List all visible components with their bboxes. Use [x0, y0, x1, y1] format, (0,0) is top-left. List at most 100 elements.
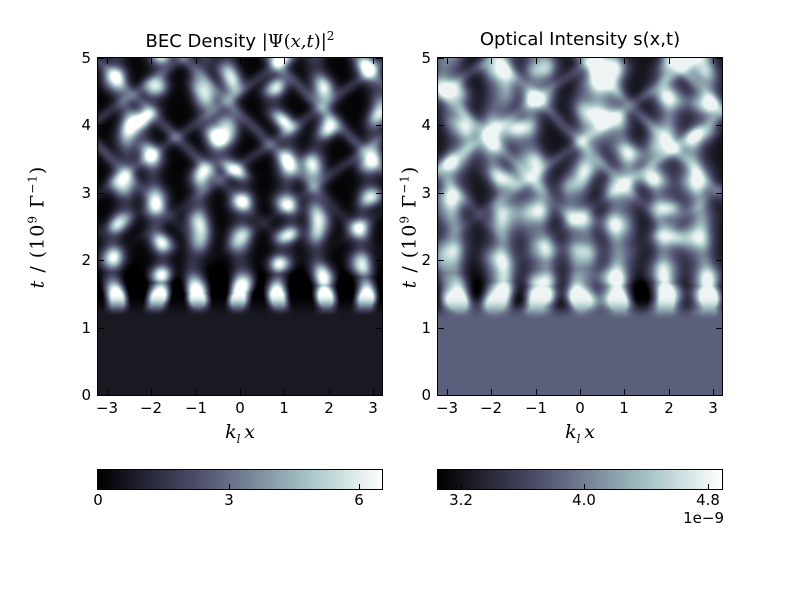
bec-density-heatmap-canvas	[98, 58, 382, 395]
x-tick	[536, 58, 537, 64]
y-tick	[376, 193, 382, 194]
x-tick	[329, 58, 330, 64]
y-tick	[438, 193, 444, 194]
y-tick-label: 3	[81, 184, 91, 202]
ylabel-text: / (10	[26, 223, 49, 280]
colorbar-bec-density	[97, 469, 383, 490]
colorbar-tick-label: 0	[93, 491, 103, 509]
y-tick	[716, 58, 722, 59]
xlabel-subscript: l	[236, 431, 241, 446]
y-tick	[98, 328, 104, 329]
ylabel-exponent: 9	[25, 215, 40, 224]
y-tick	[376, 395, 382, 396]
colorbar-tick	[229, 484, 230, 489]
colorbar-tick	[584, 484, 585, 489]
y-tick	[376, 125, 382, 126]
colorbar-optical-canvas	[438, 470, 722, 489]
heatmap-bec-density	[97, 57, 383, 396]
x-tick	[624, 58, 625, 64]
xlabel-x: x	[244, 421, 255, 443]
y-tick	[438, 58, 444, 59]
y-tick-label: 1	[421, 319, 431, 337]
y-tick	[98, 193, 104, 194]
y-tick	[716, 395, 722, 396]
x-tick-label: 1	[619, 399, 629, 417]
x-axis-label-right: kl x	[437, 421, 723, 446]
colorbar-bec-canvas	[98, 470, 382, 489]
x-tick	[329, 389, 330, 395]
y-tick	[376, 260, 382, 261]
x-tick-label: 0	[575, 399, 585, 417]
x-tick-label: 3	[708, 399, 718, 417]
y-tick-label: 1	[81, 319, 91, 337]
ylabel-gamma: Γ	[398, 193, 421, 215]
y-tick	[716, 260, 722, 261]
x-tick	[536, 389, 537, 395]
x-tick	[669, 389, 670, 395]
y-tick	[438, 328, 444, 329]
x-tick	[373, 58, 374, 64]
xlabel-subscript: l	[576, 431, 581, 446]
y-tick-label: 2	[421, 251, 431, 269]
xlabel-k: k	[225, 421, 237, 443]
y-tick-label: 4	[81, 116, 91, 134]
title-math: )|	[313, 31, 327, 52]
title-text: Optical Intensity s(x,t)	[479, 29, 681, 50]
colorbar-optical-intensity	[437, 469, 723, 490]
y-tick	[716, 328, 722, 329]
y-axis-label-right: t / (109 Γ−1)	[397, 166, 420, 289]
ylabel-text: / (10	[398, 223, 421, 280]
colorbar-offset-label: 1e−9	[683, 509, 724, 527]
x-tick	[669, 58, 670, 64]
ylabel-exponent: −1	[397, 174, 412, 194]
x-tick-label: 2	[664, 399, 674, 417]
x-tick	[580, 389, 581, 395]
x-tick	[284, 389, 285, 395]
x-axis-label-left: kl x	[97, 421, 383, 446]
x-tick-label: 2	[324, 399, 334, 417]
y-tick	[98, 395, 104, 396]
x-tick	[240, 58, 241, 64]
x-tick	[491, 389, 492, 395]
title-text: BEC Density	[145, 31, 262, 52]
x-tick-label: −3	[435, 399, 459, 417]
y-tick-label: 2	[81, 251, 91, 269]
y-tick-label: 0	[421, 386, 431, 404]
y-tick	[376, 328, 382, 329]
y-axis-label-left: t / (109 Γ−1)	[25, 166, 48, 289]
y-tick	[376, 58, 382, 59]
y-tick	[438, 395, 444, 396]
y-tick-label: 5	[81, 49, 91, 67]
colorbar-tick-label: 6	[354, 491, 364, 509]
x-tick	[107, 58, 108, 64]
heatmap-optical-intensity	[437, 57, 723, 396]
colorbar-tick	[359, 484, 360, 489]
title-superscript: 2	[326, 29, 335, 43]
x-tick	[624, 389, 625, 395]
panel-title-optical-intensity: Optical Intensity s(x,t)	[437, 29, 723, 50]
x-tick-label: −3	[95, 399, 119, 417]
x-tick	[447, 389, 448, 395]
x-tick	[713, 389, 714, 395]
x-tick-label: 0	[235, 399, 245, 417]
x-tick	[196, 389, 197, 395]
colorbar-tick	[461, 484, 462, 489]
y-tick	[716, 125, 722, 126]
colorbar-tick	[98, 484, 99, 489]
x-tick	[373, 389, 374, 395]
x-tick-label: −2	[139, 399, 163, 417]
x-tick	[151, 389, 152, 395]
x-tick-label: −2	[479, 399, 503, 417]
x-tick	[240, 389, 241, 395]
colorbar-tick-label: 3	[224, 491, 234, 509]
x-tick	[196, 58, 197, 64]
x-tick	[107, 389, 108, 395]
x-tick	[151, 58, 152, 64]
x-tick	[491, 58, 492, 64]
y-tick-label: 5	[421, 49, 431, 67]
x-tick	[580, 58, 581, 64]
x-tick	[713, 58, 714, 64]
x-tick	[284, 58, 285, 64]
ylabel-exponent: 9	[397, 215, 412, 224]
x-tick-label: −1	[524, 399, 548, 417]
